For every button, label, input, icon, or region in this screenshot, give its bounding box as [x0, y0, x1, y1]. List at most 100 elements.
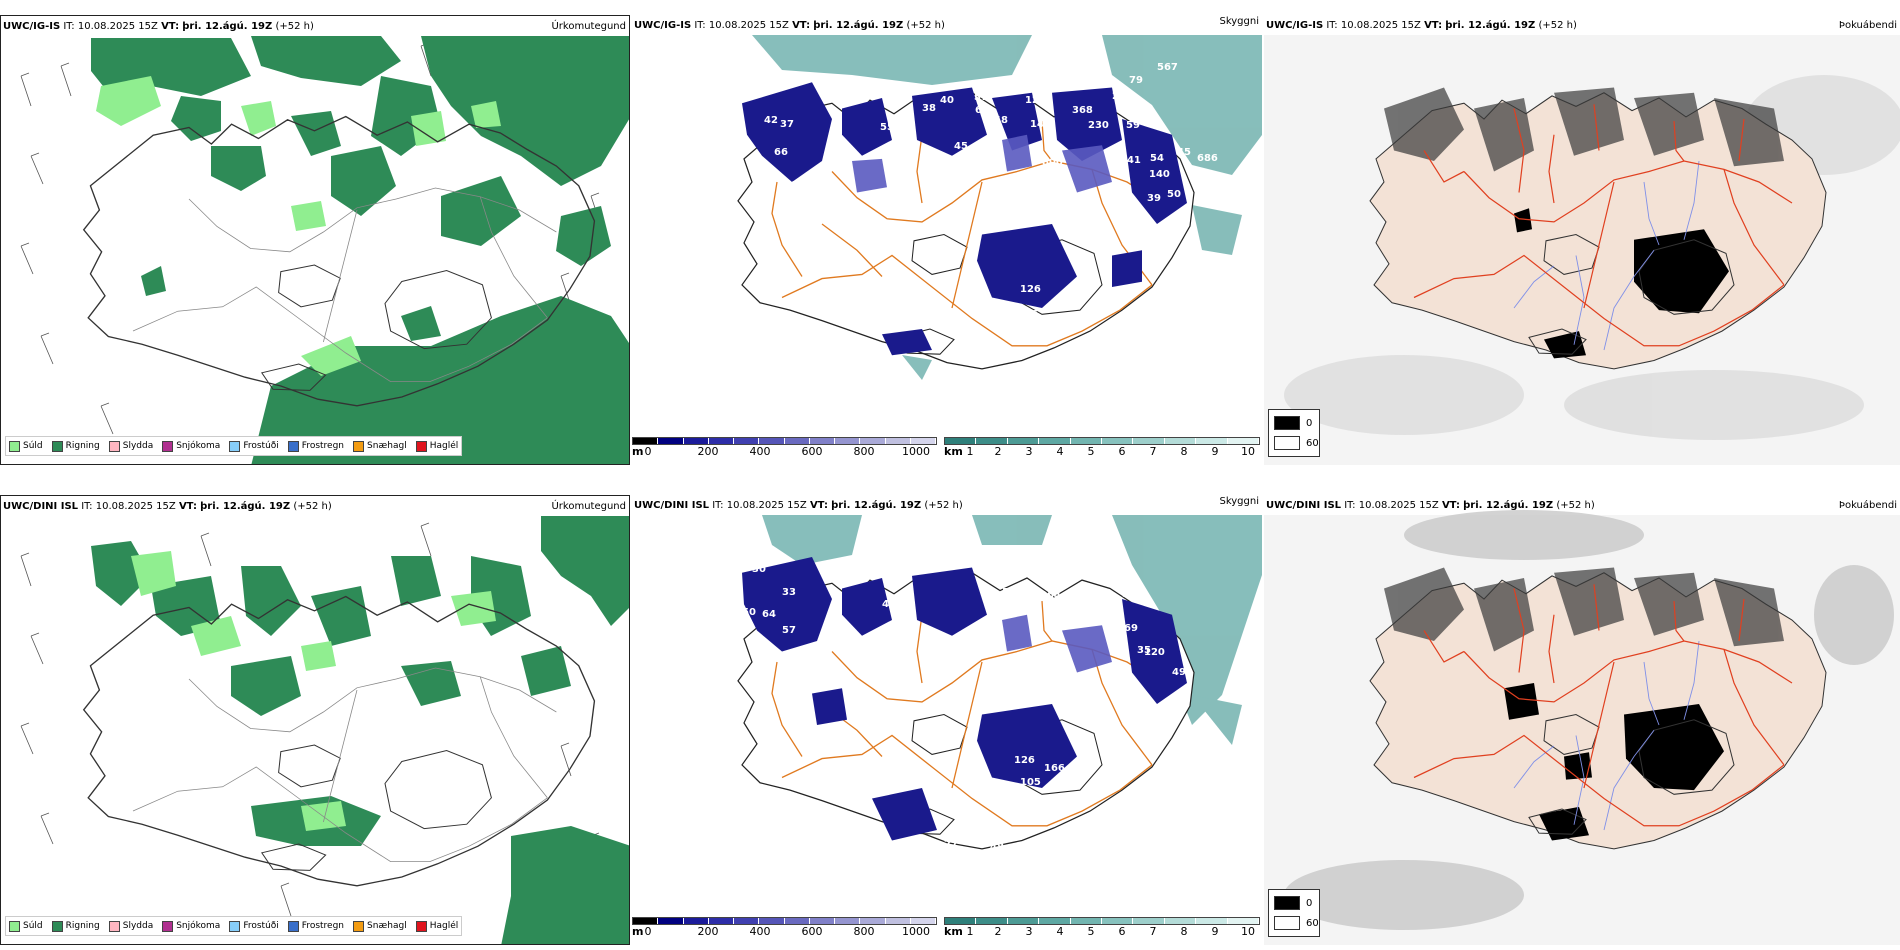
vt-label: VT: [161, 21, 180, 32]
ceiling-label: 55 [880, 122, 894, 133]
visibility-unit: km [944, 445, 963, 458]
ceiling-label: 45 [954, 141, 968, 152]
ceiling-colorbar: m 0 200 400 600 800 1000 [632, 917, 937, 938]
vt-value: þri. 12.ágú. 19Z [831, 500, 922, 511]
panel-title: Þokuábendi [1838, 500, 1897, 511]
visibility-tick: 7 [1149, 925, 1157, 938]
precip-legend: Súld Rigning Slydda Snjókoma Frostúði Fr… [5, 916, 463, 936]
ceiling-label: 48 [990, 842, 1004, 853]
ceiling-label: 48 [994, 115, 1008, 126]
visibility-tick: 5 [1087, 445, 1095, 458]
ceiling-labels: 31 43 30 40 33 50 64 57 49 44 57 264 58 … [710, 547, 1186, 880]
precip-panel-bottom: UWC/DINI ISL IT: 10.08.2025 15Z VT: þri.… [0, 495, 630, 945]
panel-header: UWC/DINI ISL IT: 10.08.2025 15Z VT: þri.… [632, 496, 1262, 515]
legend-item: Súld [9, 920, 43, 932]
ceiling-tick: 400 [749, 445, 771, 458]
fog-legend-min: 0 [1306, 897, 1313, 909]
ceiling-label: 11 [1085, 75, 1099, 86]
visibility-unit: km [944, 925, 963, 938]
panel-title: Skyggni [1219, 496, 1259, 507]
ceiling-label: 49 [1172, 667, 1186, 678]
visibility-tick: 7 [1149, 445, 1157, 458]
ceiling-labels: 52 38 32 40 53 42 37 55 40 38 57 67 48 4… [710, 62, 1218, 398]
legend-item: Haglél [415, 920, 458, 932]
it-value: 10.08.2025 15Z [95, 501, 176, 512]
legend-item: Slydda [108, 440, 153, 452]
ceiling-label: 126 [1014, 755, 1035, 766]
ceiling-unit: m [632, 925, 644, 938]
visibility-tick: 1 [966, 445, 974, 458]
it-label: IT: [63, 21, 75, 32]
ceiling-label: 264 [1040, 590, 1061, 601]
ceiling-tick: 200 [697, 925, 719, 938]
ceiling-unit: m [632, 445, 644, 458]
vt-value: þri. 12.ágú. 19Z [200, 501, 291, 512]
ceiling-label: 64 [762, 609, 776, 620]
visibility-tick: 2 [994, 445, 1002, 458]
ceiling-label: 140 [1149, 169, 1170, 180]
ceiling-label: 368 [1072, 105, 1093, 116]
precip-legend: Súld Rigning Slydda Snjókoma Frostúði Fr… [5, 436, 463, 456]
ceiling-label: 45 [1177, 147, 1191, 158]
ceiling-label: 126 [1020, 284, 1041, 295]
ceiling-label: 53 [714, 87, 728, 98]
ceiling-panel-top: 52 38 32 40 53 42 37 55 40 38 57 67 48 4… [632, 15, 1262, 465]
it-value: 10.08.2025 15Z [1358, 500, 1439, 511]
fog-legend-max: 60 [1306, 917, 1319, 929]
ceiling-label: 40 [710, 112, 724, 123]
vt-value: þri. 12.ágú. 19Z [1445, 20, 1536, 31]
it-label: IT: [81, 501, 93, 512]
ceiling-label: 42 [764, 115, 778, 126]
vt-label: VT: [809, 500, 828, 511]
panel-title: Þokuábendi [1838, 20, 1897, 31]
panel-header: UWC/DINI ISL IT: 10.08.2025 15Z VT: þri.… [1264, 499, 1900, 515]
ceiling-label: 96 [1024, 309, 1038, 320]
visibility-tick: 2 [994, 925, 1002, 938]
ceiling-map-bottom: 31 43 30 40 33 50 64 57 49 44 57 264 58 … [710, 515, 1262, 880]
visibility-tick: 4 [1056, 445, 1064, 458]
fog-legend: 0 60 [1268, 409, 1320, 457]
legend-item: Rigning [51, 920, 100, 932]
ceiling-colorbar: m 0 200 400 600 800 1000 [632, 437, 937, 458]
ceiling-label: 87 [962, 833, 976, 844]
ceiling-map-top: 52 38 32 40 53 42 37 55 40 38 57 67 48 4… [710, 35, 1262, 398]
ceiling-label: 120 [1144, 647, 1165, 658]
vt-value: þri. 12.ágú. 19Z [182, 21, 273, 32]
legend-item: Slydda [108, 920, 153, 932]
ceiling-label: 79 [1129, 75, 1143, 86]
fog-legend-min: 0 [1306, 417, 1313, 429]
ceiling-label: 52 [732, 64, 746, 75]
panel-title: Skyggni [1219, 16, 1259, 27]
ceiling-label: 141 [1120, 155, 1141, 166]
model-name: UWC/IG-IS [3, 21, 61, 32]
vt-value: þri. 12.ágú. 19Z [1463, 500, 1554, 511]
ceiling-label: 43 [720, 564, 734, 575]
panel-title: Úrkomutegund [551, 501, 626, 512]
visibility-tick: 3 [1025, 925, 1033, 938]
ceiling-label: 38 [721, 82, 735, 93]
legend-item: Snæhagl [353, 920, 407, 932]
visibility-tick: 1 [966, 925, 974, 938]
ceiling-label: 686 [1197, 153, 1218, 164]
ceiling-label: 20 [914, 849, 928, 860]
ceiling-tick: 1000 [902, 925, 930, 938]
visibility-tick: 3 [1025, 445, 1033, 458]
ceiling-label: 57 [974, 92, 988, 103]
legend-item: Snæhagl [353, 440, 407, 452]
ceiling-tick: 1000 [902, 445, 930, 458]
ceiling-label: 58 [784, 180, 798, 191]
model-name: UWC/DINI ISL [3, 501, 79, 512]
it-label: IT: [712, 500, 724, 511]
ceiling-label: 59 [1126, 120, 1140, 131]
legend-item: Frostregn [287, 440, 344, 452]
ceiling-label: 166 [1044, 763, 1065, 774]
model-name: UWC/IG-IS [1266, 20, 1324, 31]
model-name: UWC/IG-IS [634, 20, 692, 31]
visibility-tick: 10 [1241, 925, 1255, 938]
fog-panel-top: UWC/IG-IS IT: 10.08.2025 15Z VT: þri. 12… [1264, 15, 1900, 465]
visibility-colorbar: km 1 2 3 4 5 6 7 8 9 10 [944, 437, 1260, 458]
ceiling-tick: 0 [644, 445, 652, 458]
visibility-tick: 9 [1211, 925, 1219, 938]
fog-legend: 0 60 [1268, 889, 1320, 937]
vt-value: þri. 12.ágú. 19Z [813, 20, 904, 31]
